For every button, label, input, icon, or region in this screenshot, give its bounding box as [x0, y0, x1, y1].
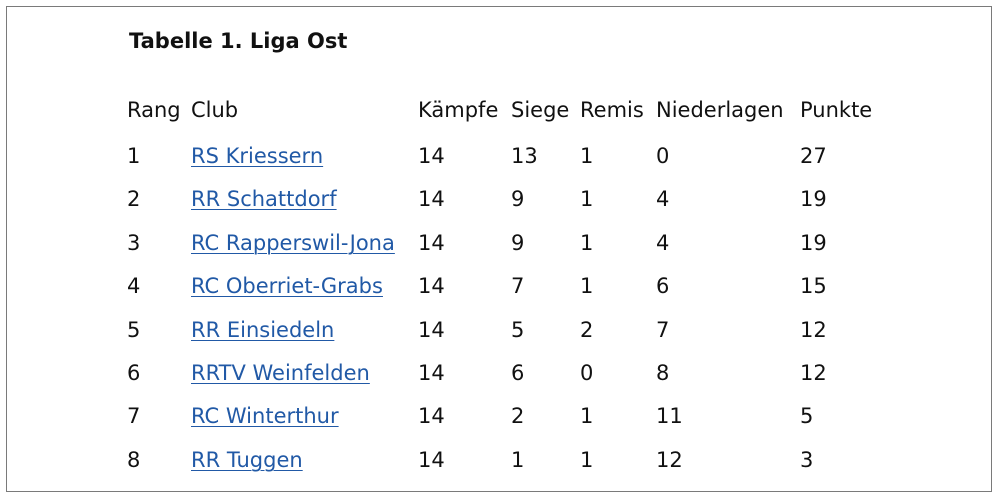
punkte-cell: 12	[800, 318, 827, 342]
niederlagen-cell: 4	[656, 187, 670, 211]
niederlagen-cell: 7	[656, 318, 670, 342]
club-link[interactable]: RRTV Weinfelden	[191, 361, 370, 385]
punkte-cell: 15	[800, 274, 827, 298]
page-title: Tabelle 1. Liga Ost	[129, 29, 348, 53]
siege-cell: 6	[511, 361, 525, 385]
niederlagen-cell: 4	[656, 231, 670, 255]
column-header-kampfe: Kämpfe	[418, 98, 499, 122]
niederlagen-cell: 6	[656, 274, 670, 298]
kampfe-cell: 14	[418, 187, 445, 211]
punkte-cell: 27	[800, 144, 827, 168]
club-link[interactable]: RS Kriessern	[191, 144, 324, 168]
club-link[interactable]: RR Schattdorf	[191, 187, 337, 211]
document-frame: Tabelle 1. Liga Ost Rang Club Kämpfe Sie…	[6, 6, 992, 492]
rang-cell: 8	[127, 448, 141, 472]
rang-cell: 1	[127, 144, 141, 168]
kampfe-cell: 14	[418, 274, 445, 298]
rang-cell: 7	[127, 404, 141, 428]
niederlagen-cell: 8	[656, 361, 670, 385]
column-header-niederlagen: Niederlagen	[656, 98, 784, 122]
club-link[interactable]: RR Tuggen	[191, 448, 303, 472]
punkte-cell: 3	[800, 448, 814, 472]
remis-cell: 0	[580, 361, 594, 385]
rang-cell: 2	[127, 187, 141, 211]
remis-cell: 1	[580, 187, 594, 211]
column-header-rang: Rang	[127, 98, 181, 122]
remis-cell: 1	[580, 404, 594, 428]
siege-cell: 7	[511, 274, 525, 298]
remis-cell: 1	[580, 448, 594, 472]
siege-cell: 1	[511, 448, 525, 472]
column-header-remis: Remis	[580, 98, 644, 122]
standings-table: Rang Club Kämpfe Siege Remis Niederlagen…	[7, 7, 993, 493]
column-header-siege: Siege	[511, 98, 570, 122]
kampfe-cell: 14	[418, 404, 445, 428]
kampfe-cell: 14	[418, 448, 445, 472]
siege-cell: 9	[511, 187, 525, 211]
remis-cell: 1	[580, 144, 594, 168]
punkte-cell: 19	[800, 231, 827, 255]
rang-cell: 3	[127, 231, 141, 255]
kampfe-cell: 14	[418, 231, 445, 255]
rang-cell: 4	[127, 274, 141, 298]
rang-cell: 6	[127, 361, 141, 385]
punkte-cell: 12	[800, 361, 827, 385]
kampfe-cell: 14	[418, 144, 445, 168]
rang-cell: 5	[127, 318, 141, 342]
siege-cell: 9	[511, 231, 525, 255]
remis-cell: 2	[580, 318, 594, 342]
kampfe-cell: 14	[418, 318, 445, 342]
niederlagen-cell: 11	[656, 404, 683, 428]
niederlagen-cell: 0	[656, 144, 670, 168]
column-header-club: Club	[191, 98, 239, 122]
club-link[interactable]: RR Einsiedeln	[191, 318, 335, 342]
remis-cell: 1	[580, 274, 594, 298]
remis-cell: 1	[580, 231, 594, 255]
siege-cell: 13	[511, 144, 538, 168]
niederlagen-cell: 12	[656, 448, 683, 472]
siege-cell: 5	[511, 318, 525, 342]
siege-cell: 2	[511, 404, 525, 428]
punkte-cell: 19	[800, 187, 827, 211]
club-link[interactable]: RC Winterthur	[191, 404, 339, 428]
punkte-cell: 5	[800, 404, 814, 428]
kampfe-cell: 14	[418, 361, 445, 385]
club-link[interactable]: RC Rapperswil-Jona	[191, 231, 395, 255]
column-header-punkte: Punkte	[800, 98, 873, 122]
club-link[interactable]: RC Oberriet-Grabs	[191, 274, 383, 298]
